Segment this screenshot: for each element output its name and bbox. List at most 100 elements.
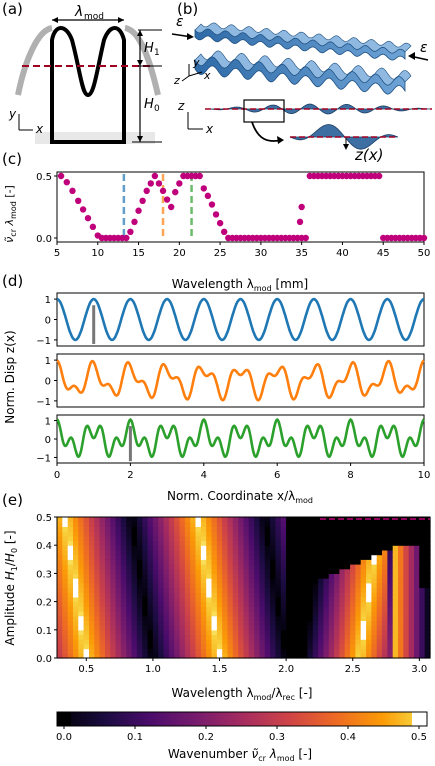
- heat-cell: [296, 554, 303, 560]
- heat-cell: [254, 578, 261, 584]
- heat-cell: [248, 582, 255, 589]
- heat-cell: [318, 568, 324, 574]
- heat-cell: [398, 545, 404, 551]
- heat-cell: [296, 545, 303, 551]
- heat-cell: [174, 573, 181, 579]
- heat-cell: [131, 643, 138, 650]
- heat-cell: [206, 573, 213, 579]
- heat-cell: [99, 564, 106, 570]
- heat-cell: [206, 648, 213, 654]
- heat-cell: [382, 639, 388, 645]
- heat-cell: [254, 517, 261, 523]
- y-tick-label: −1: [36, 336, 51, 347]
- heat-cell: [280, 554, 287, 560]
- heat-cell: [339, 606, 346, 612]
- heat-cell: [243, 601, 250, 607]
- heat-cell: [248, 611, 255, 617]
- heat-cell: [73, 540, 79, 546]
- b-z-label: z: [173, 74, 180, 87]
- heat-cell: [120, 596, 127, 603]
- heat-cell: [392, 582, 399, 589]
- y-tick-label: 0.0: [36, 234, 52, 245]
- schematic-b: ε ε y z x z(x) z x: [171, 14, 432, 164]
- heat-cell: [152, 592, 159, 598]
- heat-cell: [222, 568, 229, 574]
- heat-cell: [232, 611, 239, 617]
- heat-cell: [323, 578, 330, 584]
- heat-cell: [382, 629, 388, 636]
- heat-cell: [376, 564, 383, 570]
- heat-cell: [216, 578, 223, 584]
- heat-cell: [398, 587, 404, 593]
- heat-cell: [371, 578, 378, 584]
- heat-cell: [222, 653, 229, 659]
- heat-cell: [78, 587, 85, 593]
- heat-cell: [57, 606, 63, 612]
- heat-cell: [83, 535, 90, 542]
- heat-cell: [355, 535, 362, 542]
- heat-cell: [366, 559, 372, 565]
- heat-cell: [398, 578, 404, 584]
- y-tick-label: 0.4: [36, 541, 52, 552]
- heat-cell: [275, 596, 282, 603]
- heat-cell: [398, 625, 404, 631]
- heat-cell: [152, 615, 159, 621]
- heat-cell: [94, 653, 101, 659]
- heat-cell: [110, 625, 117, 631]
- heat-cell: [158, 559, 165, 565]
- heat-cell: [350, 625, 356, 631]
- heat-cell: [163, 582, 170, 589]
- heat-cell: [211, 643, 218, 650]
- heat-cell: [275, 592, 282, 598]
- heat-cell: [424, 634, 431, 640]
- heat-cell: [152, 559, 159, 565]
- heat-cell: [366, 564, 372, 570]
- heat-cell: [83, 639, 90, 645]
- heat-cell: [227, 625, 234, 631]
- heat-cell: [280, 587, 287, 593]
- heat-cell: [216, 643, 223, 650]
- heat-cell: [206, 568, 213, 574]
- heat-cell: [222, 578, 229, 584]
- heat-cell: [403, 540, 410, 546]
- heat-cell: [392, 535, 399, 542]
- heat-cell: [318, 606, 324, 612]
- heat-cell: [344, 535, 351, 542]
- heat-cell: [334, 625, 340, 631]
- heat-cell: [190, 643, 197, 650]
- heat-cell: [206, 549, 213, 556]
- heat-cell: [355, 587, 362, 593]
- heat-cell: [392, 545, 399, 551]
- heat-cell: [57, 611, 63, 617]
- heat-cell: [334, 578, 340, 584]
- heat-cell: [296, 549, 303, 556]
- heat-cell: [115, 578, 122, 584]
- heat-cell: [296, 639, 303, 645]
- heat-cell: [174, 540, 181, 546]
- heat-cell: [190, 611, 197, 617]
- heat-cell: [376, 592, 383, 598]
- heat-cell: [328, 545, 335, 551]
- heat-cell: [216, 554, 223, 560]
- heat-cell: [259, 554, 266, 560]
- heat-cell: [216, 601, 223, 607]
- heat-cell: [89, 540, 95, 546]
- heat-cell: [264, 521, 271, 527]
- heat-cell: [371, 611, 378, 617]
- heat-cell: [94, 535, 101, 542]
- heat-cell: [366, 615, 372, 621]
- heat-cell: [419, 573, 426, 579]
- heat-cell: [382, 596, 388, 603]
- heat-cell: [286, 601, 292, 607]
- heat-cell: [403, 634, 410, 640]
- heat-cell: [371, 531, 378, 537]
- heat-cell: [62, 601, 69, 607]
- heat-cell: [270, 526, 276, 532]
- x-tick-label: 20: [173, 248, 186, 259]
- heat-cell: [120, 629, 127, 636]
- heat-cell: [89, 545, 95, 551]
- heat-cell: [216, 545, 223, 551]
- heat-cell: [99, 606, 106, 612]
- heat-cell: [57, 535, 63, 542]
- heat-cell: [296, 517, 303, 523]
